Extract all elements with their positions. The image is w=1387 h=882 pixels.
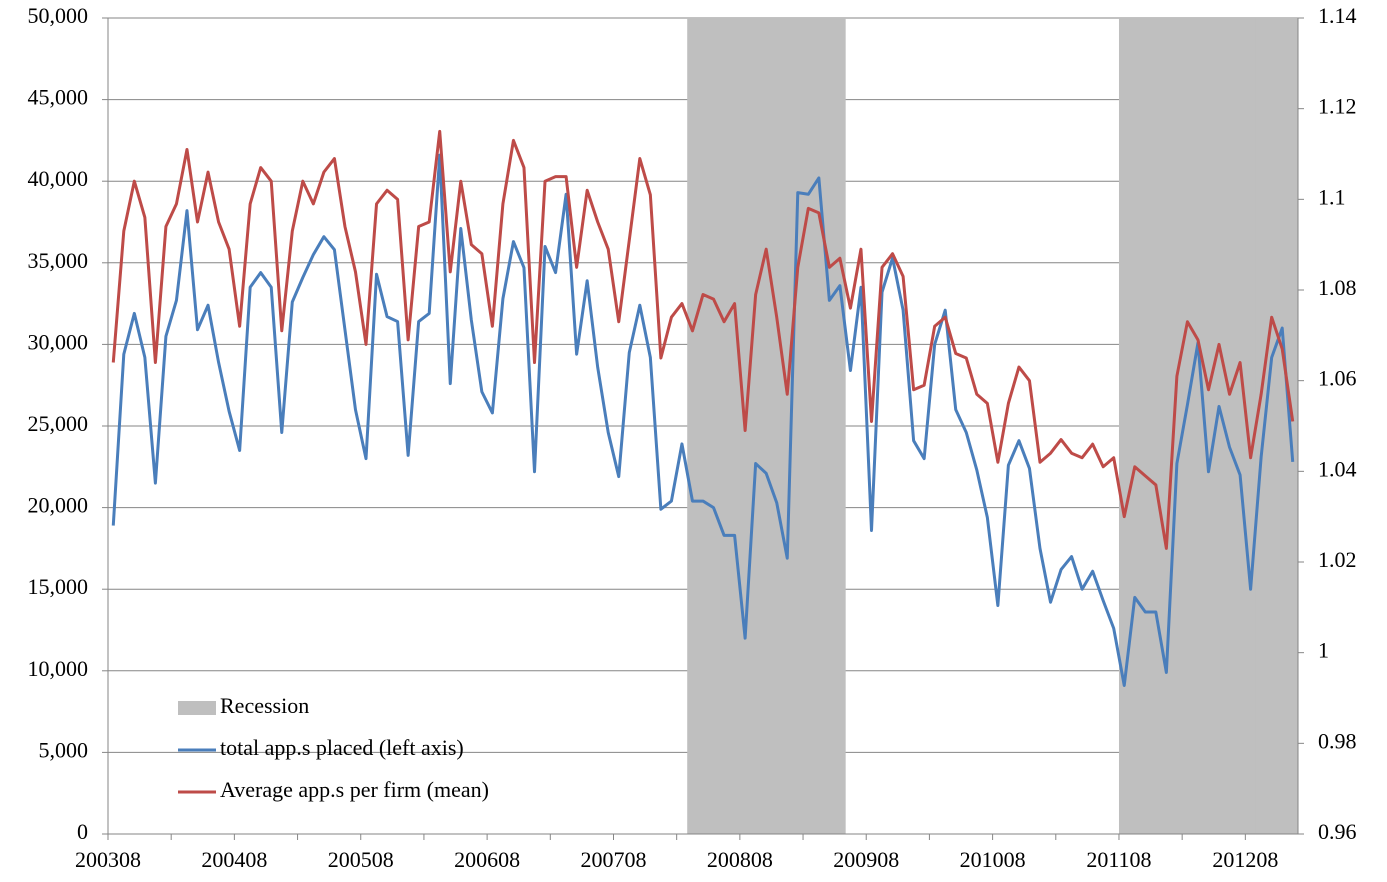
recession-bar [1213,18,1225,834]
recession-bar [1129,18,1141,834]
recession-bar [1276,18,1288,834]
recession-bar [1150,18,1162,834]
y-tick-label: 40,000 [28,166,89,191]
y2-tick-label: 1.08 [1318,275,1357,300]
y-tick-label: 10,000 [28,656,89,681]
recession-bar [1245,18,1257,834]
recession-bar [1140,18,1152,834]
recession-bar [1234,18,1246,834]
x-tick-label: 201108 [1086,847,1151,872]
recession-bar [803,18,815,834]
recession-bar [1255,18,1267,834]
y2-tick-label: 1.06 [1318,366,1357,391]
y-tick-label: 20,000 [28,493,89,518]
recession-bar [1192,18,1204,834]
recession-bar [708,18,720,834]
recession-bar [834,18,846,834]
legend-swatch [178,701,216,715]
recession-bar [771,18,783,834]
y-tick-label: 0 [77,819,88,844]
y-tick-label: 5,000 [39,737,89,762]
y2-tick-label: 1.04 [1318,456,1357,481]
y-tick-label: 25,000 [28,411,89,436]
x-tick-label: 200308 [75,847,141,872]
recession-bar [1203,18,1215,834]
y2-tick-label: 1.14 [1318,3,1357,28]
recession-bar [1171,18,1183,834]
recession-bar [1224,18,1236,834]
recession-bar [760,18,772,834]
recession-bar [729,18,741,834]
y-tick-label: 35,000 [28,248,89,273]
x-tick-label: 201008 [960,847,1026,872]
x-tick-label: 200708 [580,847,646,872]
y-tick-label: 30,000 [28,329,89,354]
recession-bar [1182,18,1194,834]
y-tick-label: 15,000 [28,574,89,599]
x-tick-label: 200508 [328,847,394,872]
y2-tick-label: 1 [1318,638,1329,663]
x-tick-label: 201208 [1212,847,1278,872]
legend-label: total app.s placed (left axis) [220,735,464,760]
series-line [111,129,1295,550]
y-tick-label: 50,000 [28,3,89,28]
y2-tick-label: 0.98 [1318,728,1357,753]
y2-tick-label: 1.02 [1318,547,1357,572]
recession-bar [1118,18,1131,834]
y2-tick-label: 0.96 [1318,819,1357,844]
y2-tick-label: 1.1 [1318,184,1346,209]
y2-tick-label: 1.12 [1318,94,1357,119]
series-line [111,153,1295,687]
recession-bar [1266,18,1278,834]
recession-bar [824,18,836,834]
recession-bar [1287,18,1299,834]
recession-bar [781,18,794,834]
legend-label: Recession [220,693,309,718]
x-tick-label: 200408 [201,847,267,872]
x-tick-label: 200908 [833,847,899,872]
y-tick-label: 45,000 [28,85,89,110]
recession-bar [697,18,709,834]
recession-bar [687,18,699,834]
recession-bar [792,18,804,834]
x-tick-label: 200808 [707,847,773,872]
recession-bar [1161,18,1173,834]
recession-bar [750,18,762,834]
legend-label: Average app.s per firm (mean) [220,777,489,802]
recession-bar [718,18,730,834]
x-tick-label: 200608 [454,847,520,872]
recession-bar [813,18,825,834]
